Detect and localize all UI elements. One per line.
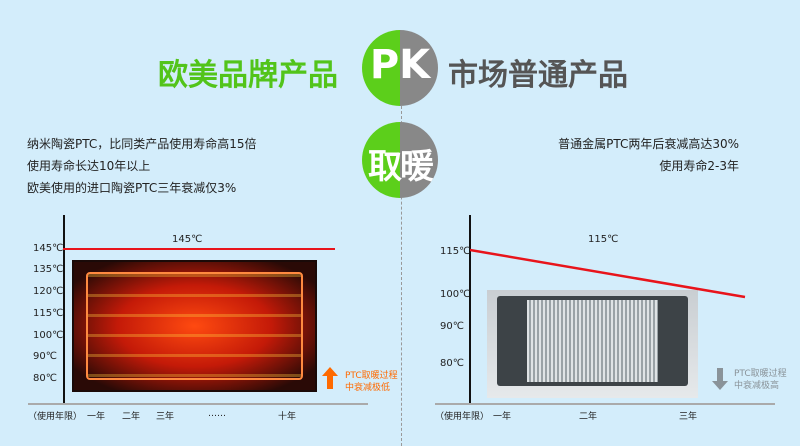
y-tick: 90℃	[440, 321, 464, 332]
heating-badge: 取暖	[362, 122, 438, 198]
right-x-axis	[435, 403, 775, 405]
x-tick: 十年	[278, 412, 297, 422]
right-y-axis	[469, 215, 471, 405]
y-tick: 100℃	[33, 330, 64, 341]
pk-label: PK	[369, 42, 431, 88]
desc-line: 使用寿命长达10年以上	[27, 159, 151, 173]
y-tick: 115℃	[440, 246, 471, 257]
x-tick: ……	[208, 409, 226, 419]
x-tick: 二年	[579, 412, 598, 422]
note-line: PTC取暖过程	[734, 369, 787, 379]
right-line-label: 115℃	[588, 234, 619, 245]
y-tick: 120℃	[33, 286, 64, 297]
note-line: 中衰减极高	[734, 381, 780, 391]
desc-line: 欧美使用的进口陶瓷PTC三年衰减仅3%	[27, 181, 237, 195]
right-title: 市场普通产品	[448, 58, 628, 93]
metal-heater-image	[487, 290, 698, 398]
y-tick: 115℃	[33, 308, 64, 319]
right-temp-line	[470, 248, 746, 299]
divider	[401, 106, 402, 446]
desc-line: 使用寿命2-3年	[659, 159, 739, 173]
left-title: 欧美品牌产品	[158, 58, 338, 93]
y-tick: 145℃	[33, 243, 64, 254]
right-note: PTC取暖过程 中衰减极高	[734, 368, 787, 392]
left-description: 纳米陶瓷PTC，比同类产品使用寿命高15倍 使用寿命长达10年以上 欧美使用的进…	[27, 133, 257, 199]
left-note: PTC取暖过程 中衰减极低	[345, 370, 398, 394]
x-tick: 三年	[679, 412, 698, 422]
note-line: PTC取暖过程	[345, 371, 398, 381]
left-y-axis	[63, 215, 65, 405]
heating-label: 取暖	[368, 147, 434, 187]
y-tick: 80℃	[440, 358, 464, 369]
right-description: 普通金属PTC两年后衰减高达30% 使用寿命2-3年	[558, 133, 739, 177]
x-tick: 二年	[122, 412, 141, 422]
y-tick: 80℃	[33, 373, 57, 384]
ceramic-heater-image	[72, 260, 317, 392]
left-x-axis	[28, 403, 368, 405]
arrow-down-icon	[712, 368, 728, 390]
y-tick: 100℃	[440, 289, 471, 300]
arrow-up-icon	[322, 367, 338, 389]
x-axis-label: （使用年限）	[435, 412, 490, 422]
pk-badge: PK	[362, 30, 438, 106]
left-line-label: 145℃	[172, 234, 203, 245]
left-temp-line	[63, 248, 335, 250]
y-tick: 135℃	[33, 264, 64, 275]
desc-line: 纳米陶瓷PTC，比同类产品使用寿命高15倍	[27, 137, 257, 151]
x-tick: 三年	[156, 412, 175, 422]
y-tick: 90℃	[33, 351, 57, 362]
note-line: 中衰减极低	[345, 383, 391, 393]
x-axis-label: （使用年限）	[28, 412, 83, 422]
x-tick: 一年	[87, 412, 106, 422]
desc-line: 普通金属PTC两年后衰减高达30%	[558, 137, 739, 151]
x-tick: 一年	[493, 412, 512, 422]
